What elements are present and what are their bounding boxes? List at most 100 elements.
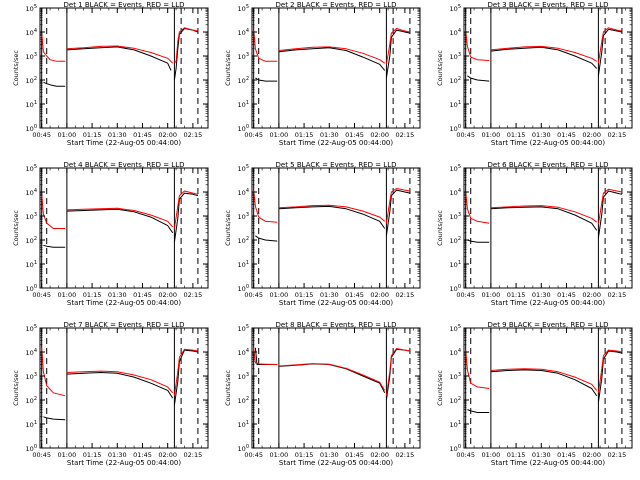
events-series-line bbox=[173, 349, 198, 406]
x-tick-label: 01:15 bbox=[507, 451, 526, 459]
x-tick-label: 01:00 bbox=[58, 291, 77, 299]
lld-series-line bbox=[490, 45, 597, 62]
x-tick-label: 00:45 bbox=[244, 131, 263, 139]
events-series-line bbox=[43, 81, 66, 87]
lld-series-line bbox=[490, 205, 598, 223]
panel-title: Det 2 BLACK = Events, RED = LLD bbox=[276, 1, 397, 9]
plot-frame bbox=[251, 7, 421, 129]
lld-series-line bbox=[465, 350, 490, 389]
y-tick-label: 105 bbox=[450, 324, 461, 333]
y-tick-label: 102 bbox=[450, 396, 461, 405]
x-tick-label: 02:00 bbox=[582, 131, 601, 139]
y-tick-label: 103 bbox=[26, 372, 37, 381]
x-tick-label: 01:30 bbox=[320, 131, 339, 139]
y-tick-label: 101 bbox=[238, 260, 249, 269]
x-tick-label: 02:15 bbox=[184, 291, 203, 299]
plot-frame bbox=[39, 167, 209, 289]
lld-series-line bbox=[278, 46, 385, 64]
x-tick-label: 00:45 bbox=[456, 131, 475, 139]
x-tick-label: 01:30 bbox=[108, 451, 127, 459]
events-series-line bbox=[278, 363, 386, 394]
y-tick-label: 103 bbox=[450, 52, 461, 61]
panel-det-2: Det 2 BLACK = Events, RED = LLD 100 101 102… bbox=[224, 1, 421, 147]
panel-det-6: Det 6 BLACK = Events, RED = LLD 100 101 102… bbox=[436, 161, 633, 307]
events-series-line bbox=[385, 348, 410, 401]
events-series-line bbox=[66, 208, 174, 234]
lld-series-line bbox=[174, 27, 198, 64]
panel-det-9: Det 9 BLACK = Events, RED = LLD 100 101 102… bbox=[436, 321, 633, 467]
events-series-line bbox=[467, 75, 490, 82]
lld-series-line bbox=[41, 33, 66, 62]
lld-series-line bbox=[173, 348, 198, 396]
x-tick-label: 01:00 bbox=[482, 291, 501, 299]
events-series-line bbox=[173, 192, 199, 243]
plot-frame bbox=[39, 7, 209, 129]
panel-det-3: Det 3 BLACK = Events, RED = LLD 100 101 102… bbox=[436, 1, 633, 147]
x-tick-label: 02:15 bbox=[396, 451, 415, 459]
lld-series-line bbox=[278, 363, 386, 391]
lld-series-line bbox=[253, 347, 278, 365]
panel-title: Det 4 BLACK = Events, RED = LLD bbox=[64, 161, 185, 169]
panel-title: Det 1 BLACK = Events, RED = LLD bbox=[64, 1, 185, 9]
events-series-line bbox=[597, 190, 623, 239]
x-axis-label: Start Time (22-Aug-05 00:44:00) bbox=[491, 459, 605, 467]
y-tick-label: 103 bbox=[450, 212, 461, 221]
x-tick-label: 01:30 bbox=[320, 451, 339, 459]
x-tick-label: 02:00 bbox=[158, 451, 177, 459]
x-tick-label: 02:00 bbox=[582, 291, 601, 299]
x-tick-label: 00:45 bbox=[32, 291, 51, 299]
lld-series-line bbox=[465, 30, 490, 61]
x-tick-label: 02:00 bbox=[158, 131, 177, 139]
y-tick-label: 104 bbox=[26, 28, 37, 37]
y-axis-label: Counts/sec bbox=[12, 50, 20, 86]
lld-series-line bbox=[465, 191, 490, 224]
panel-det-7: Det 7 BLACK = Events, RED = LLD 100 101 102… bbox=[12, 321, 209, 467]
lld-series-line bbox=[490, 368, 598, 391]
lld-series-line bbox=[253, 30, 278, 62]
x-tick-label: 01:00 bbox=[482, 131, 501, 139]
x-tick-label: 01:00 bbox=[270, 451, 289, 459]
lld-series-line bbox=[66, 370, 174, 394]
y-tick-label: 103 bbox=[238, 52, 249, 61]
y-tick-label: 104 bbox=[238, 188, 249, 197]
y-tick-label: 104 bbox=[26, 188, 37, 197]
lld-series-line bbox=[66, 207, 174, 228]
plot-frame bbox=[251, 167, 421, 289]
y-tick-label: 100 bbox=[26, 124, 37, 133]
y-tick-label: 102 bbox=[238, 236, 249, 245]
x-tick-label: 01:30 bbox=[320, 291, 339, 299]
plot-frame bbox=[463, 7, 633, 129]
x-tick-label: 01:45 bbox=[345, 131, 364, 139]
panel-title: Det 9 BLACK = Events, RED = LLD bbox=[488, 321, 609, 329]
y-tick-label: 101 bbox=[26, 100, 37, 109]
y-tick-label: 105 bbox=[238, 324, 249, 333]
y-tick-label: 102 bbox=[26, 396, 37, 405]
lld-series-line bbox=[597, 188, 622, 225]
y-tick-label: 100 bbox=[26, 284, 37, 293]
y-tick-label: 102 bbox=[26, 76, 37, 85]
lld-series-line bbox=[385, 348, 410, 396]
y-tick-label: 105 bbox=[450, 4, 461, 13]
x-axis-label: Start Time (22-Aug-05 00:44:00) bbox=[491, 139, 605, 147]
y-axis-label: Counts/sec bbox=[224, 370, 232, 406]
y-tick-label: 103 bbox=[26, 212, 37, 221]
x-tick-label: 02:00 bbox=[158, 291, 177, 299]
y-tick-label: 100 bbox=[450, 444, 461, 453]
y-tick-label: 101 bbox=[238, 420, 249, 429]
events-series-line bbox=[173, 28, 199, 81]
x-tick-label: 01:15 bbox=[295, 451, 314, 459]
x-tick-label: 01:15 bbox=[295, 291, 314, 299]
events-series-line bbox=[385, 189, 411, 236]
x-tick-label: 02:00 bbox=[370, 451, 389, 459]
x-axis-label: Start Time (22-Aug-05 00:44:00) bbox=[67, 139, 181, 147]
x-tick-label: 01:00 bbox=[270, 291, 289, 299]
x-tick-label: 01:15 bbox=[507, 131, 526, 139]
events-series-line bbox=[66, 46, 172, 71]
y-tick-label: 103 bbox=[238, 212, 249, 221]
y-axis-label: Counts/sec bbox=[436, 50, 444, 86]
panel-title: Det 8 BLACK = Events, RED = LLD bbox=[276, 321, 397, 329]
events-series-line bbox=[278, 205, 386, 229]
plot-frame bbox=[39, 327, 209, 449]
y-tick-label: 100 bbox=[238, 284, 249, 293]
